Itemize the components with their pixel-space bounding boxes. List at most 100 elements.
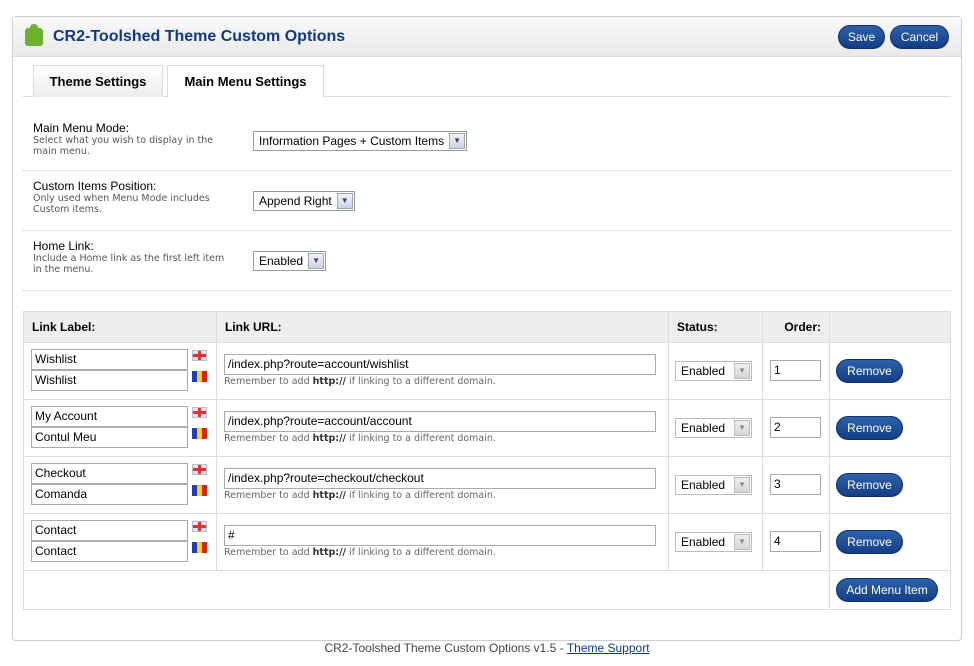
chevron-down-icon: ▼ (734, 477, 751, 493)
label-ro-input[interactable]: Contul Meu (31, 427, 188, 448)
chevron-down-icon: ▼ (734, 534, 751, 550)
link-url-input[interactable]: # (224, 525, 656, 546)
romania-flag-icon (192, 542, 207, 553)
order-input[interactable]: 3 (770, 474, 821, 495)
link-url-input[interactable]: /index.php?route=checkout/checkout (224, 468, 656, 489)
status-cell: Enabled ▼ (668, 513, 763, 571)
save-button[interactable]: Save (838, 25, 885, 49)
remove-button[interactable]: Remove (836, 359, 903, 383)
remove-button[interactable]: Remove (836, 416, 903, 440)
label-en-input[interactable]: My Account (31, 406, 188, 427)
setting-main-menu-mode: Main Menu Mode: Select what you wish to … (23, 113, 951, 171)
status-select[interactable]: Enabled ▼ (675, 532, 753, 552)
order-input[interactable]: 4 (770, 531, 821, 552)
col-order: Order: (762, 311, 830, 343)
status-cell: Enabled ▼ (668, 456, 763, 514)
romania-flag-icon (192, 485, 207, 496)
status-select[interactable]: Enabled ▼ (675, 361, 753, 381)
theme-support-link[interactable]: Theme Support (566, 641, 650, 655)
status-cell: Enabled ▼ (668, 399, 763, 457)
footer: CR2-Toolshed Theme Custom Options v1.5 -… (0, 641, 974, 655)
actions-cell: Remove (829, 342, 951, 400)
chevron-down-icon: ▼ (734, 420, 751, 436)
setting-label: Main Menu Mode: (33, 121, 130, 135)
url-hint: Remember to add http:// if linking to a … (224, 376, 496, 387)
status-cell: Enabled ▼ (668, 342, 763, 400)
select-value: Enabled (681, 421, 726, 435)
url-hint: Remember to add http:// if linking to a … (224, 547, 496, 558)
remove-button[interactable]: Remove (836, 473, 903, 497)
order-cell: 2 (762, 399, 830, 457)
select-value: Enabled (681, 535, 726, 549)
order-input[interactable]: 1 (770, 360, 821, 381)
status-select[interactable]: Enabled ▼ (675, 418, 753, 438)
url-hint: Remember to add http:// if linking to a … (224, 433, 496, 444)
col-actions (829, 311, 951, 343)
uk-flag-icon (192, 521, 207, 532)
link-url-input[interactable]: /index.php?route=account/account (224, 411, 656, 432)
link-url-input[interactable]: /index.php?route=account/wishlist (224, 354, 656, 375)
label-ro-input[interactable]: Contact (31, 541, 188, 562)
menu-items-table: Link Label: Link URL: Status: Order: Wis… (23, 311, 951, 610)
actions-cell: Remove (829, 456, 951, 514)
options-panel: CR2-Toolshed Theme Custom Options Save C… (12, 16, 962, 641)
setting-label: Home Link: (33, 239, 94, 253)
label-en-input[interactable]: Checkout (31, 463, 188, 484)
select-value: Enabled (681, 478, 726, 492)
link-label-cell: Contact Contact (23, 513, 217, 571)
select-value: Information Pages + Custom Items (259, 134, 445, 148)
custom-items-position-select[interactable]: Append Right ▼ (253, 191, 355, 211)
footer-text: CR2-Toolshed Theme Custom Options v1.5 - (324, 641, 567, 655)
select-value: Enabled (259, 254, 304, 268)
table-row: Wishlist Wishlist /index.php?route=accou… (23, 342, 951, 400)
col-link-label: Link Label: (23, 311, 217, 343)
table-row: Checkout Comanda /index.php?route=checko… (23, 456, 951, 514)
add-menu-item-button[interactable]: Add Menu Item (836, 578, 938, 602)
setting-help: Only used when Menu Mode includes Custom… (33, 193, 210, 215)
cancel-button[interactable]: Cancel (890, 25, 949, 49)
uk-flag-icon (192, 464, 207, 475)
label-en-input[interactable]: Wishlist (31, 349, 188, 370)
link-label-cell: Wishlist Wishlist (23, 342, 217, 400)
url-hint: Remember to add http:// if linking to a … (224, 490, 496, 501)
order-cell: 1 (762, 342, 830, 400)
romania-flag-icon (192, 371, 207, 382)
setting-custom-items-position: Custom Items Position: Only used when Me… (23, 171, 951, 231)
label-ro-input[interactable]: Wishlist (31, 370, 188, 391)
main-menu-mode-select[interactable]: Information Pages + Custom Items ▼ (253, 131, 468, 151)
order-input[interactable]: 2 (770, 417, 821, 438)
col-link-url: Link URL: (216, 311, 669, 343)
select-value: Append Right (259, 194, 332, 208)
setting-label: Custom Items Position: (33, 179, 157, 193)
link-url-cell: /index.php?route=checkout/checkout Remem… (216, 456, 669, 514)
chevron-down-icon: ▼ (734, 363, 751, 379)
order-cell: 3 (762, 456, 830, 514)
page-title: CR2-Toolshed Theme Custom Options (53, 28, 346, 45)
tab-main-menu-settings[interactable]: Main Menu Settings (167, 65, 324, 98)
link-url-cell: /index.php?route=account/wishlist Rememb… (216, 342, 669, 400)
actions-cell: Remove (829, 513, 951, 571)
select-value: Enabled (681, 364, 726, 378)
setting-help: Include a Home link as the first left it… (33, 253, 225, 275)
table-row: Contact Contact # Remember to add http:/… (23, 513, 951, 571)
panel-header: CR2-Toolshed Theme Custom Options Save C… (13, 17, 961, 57)
status-select[interactable]: Enabled ▼ (675, 475, 753, 495)
table-footer-row: Add Menu Item (23, 570, 951, 610)
label-en-input[interactable]: Contact (31, 520, 188, 541)
chevron-down-icon: ▼ (449, 133, 466, 149)
setting-home-link: Home Link: Include a Home link as the fi… (23, 231, 951, 291)
tab-theme-settings[interactable]: Theme Settings (33, 65, 163, 97)
chevron-down-icon: ▼ (308, 253, 325, 269)
remove-button[interactable]: Remove (836, 530, 903, 554)
setting-help: Select what you wish to display in the m… (33, 135, 214, 157)
uk-flag-icon (192, 407, 207, 418)
table-row: My Account Contul Meu /index.php?route=a… (23, 399, 951, 457)
link-url-cell: # Remember to add http:// if linking to … (216, 513, 669, 571)
label-ro-input[interactable]: Comanda (31, 484, 188, 505)
order-cell: 4 (762, 513, 830, 571)
romania-flag-icon (192, 428, 207, 439)
link-label-cell: Checkout Comanda (23, 456, 217, 514)
home-link-select[interactable]: Enabled ▼ (253, 251, 327, 271)
link-label-cell: My Account Contul Meu (23, 399, 217, 457)
actions-cell: Remove (829, 399, 951, 457)
